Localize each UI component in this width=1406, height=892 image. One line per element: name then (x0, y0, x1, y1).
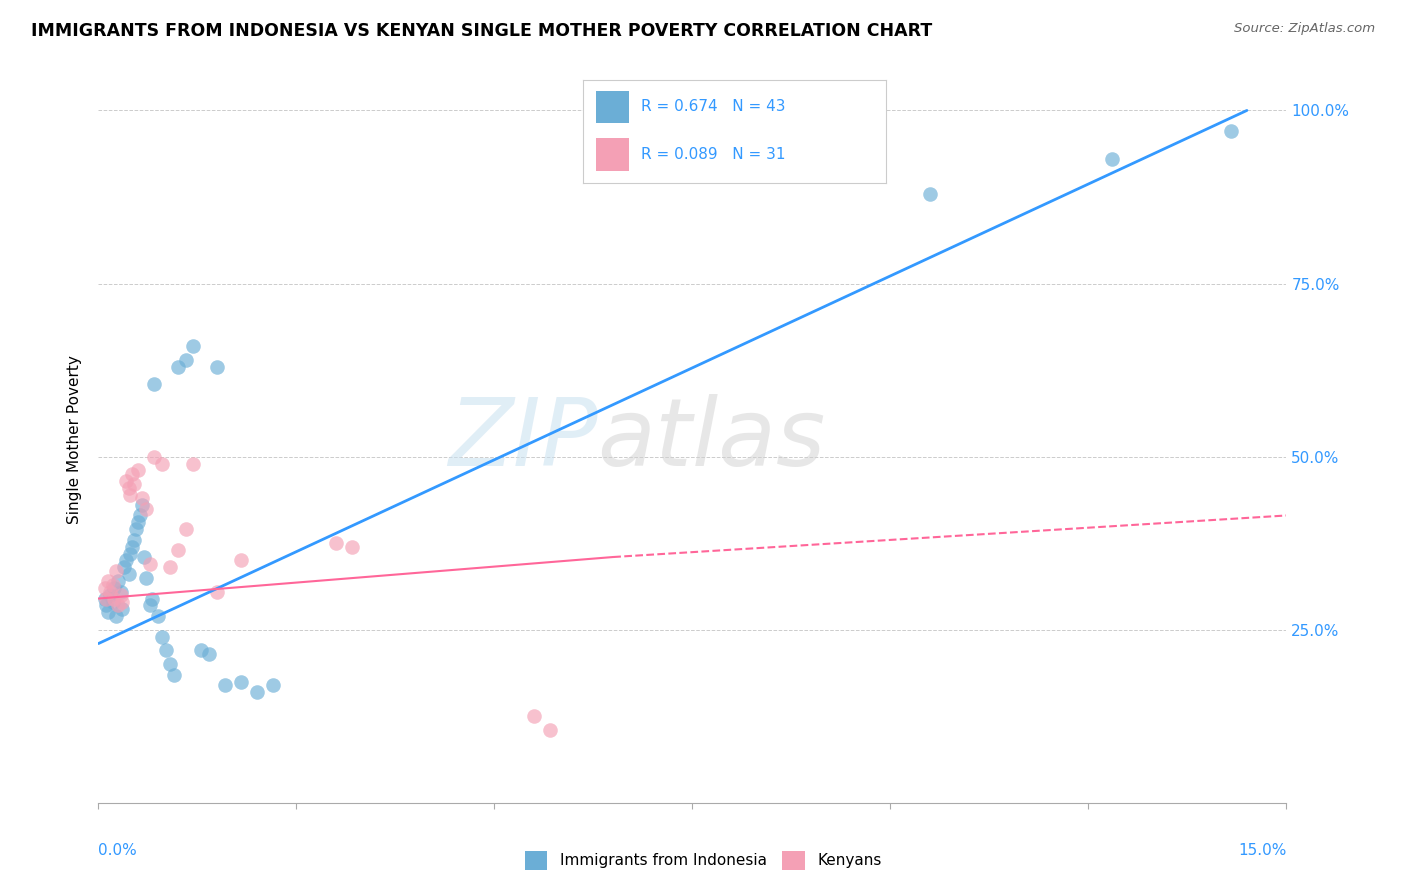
Point (120, 547, 142, 561)
Text: 0.0%: 0.0% (98, 843, 138, 858)
Point (122, 533, 145, 547)
Point (115, 474, 138, 488)
Point (128, 508, 150, 523)
Point (131, 498, 153, 512)
Text: IMMIGRANTS FROM INDONESIA VS KENYAN SINGLE MOTHER POVERTY CORRELATION CHART: IMMIGRANTS FROM INDONESIA VS KENYAN SING… (31, 22, 932, 40)
Point (198, 647, 221, 661)
Point (205, 584, 228, 599)
Point (262, 678, 284, 692)
Point (142, 376, 165, 391)
Point (229, 553, 252, 567)
Point (115, 553, 138, 567)
Point (159, 560, 181, 574)
Point (229, 674, 252, 689)
Point (94, 581, 117, 595)
Point (141, 591, 163, 606)
FancyBboxPatch shape (596, 91, 628, 123)
Text: ZIP: ZIP (447, 393, 598, 485)
Point (325, 536, 347, 550)
Point (131, 491, 153, 505)
Point (101, 578, 124, 592)
Point (538, 723, 561, 737)
Point (135, 501, 157, 516)
Text: Source: ZipAtlas.com: Source: ZipAtlas.com (1234, 22, 1375, 36)
Point (1101, 152, 1123, 166)
Point (121, 467, 143, 481)
Point (246, 685, 269, 699)
Point (174, 522, 197, 536)
Point (101, 595, 124, 609)
Point (166, 543, 188, 558)
Point (142, 450, 165, 464)
Point (174, 352, 197, 367)
Point (523, 709, 546, 723)
Point (134, 549, 156, 564)
Point (103, 591, 125, 606)
Point (340, 540, 363, 554)
Point (117, 567, 139, 582)
Point (190, 643, 212, 657)
Text: atlas: atlas (598, 393, 825, 485)
Point (104, 564, 127, 578)
Point (97, 574, 120, 589)
Point (94, 591, 117, 606)
Point (146, 608, 169, 623)
Point (214, 678, 236, 692)
Point (111, 595, 134, 609)
Point (96, 591, 118, 606)
Point (163, 667, 186, 681)
Point (159, 657, 181, 672)
Point (1220, 124, 1243, 138)
Point (150, 630, 173, 644)
Point (166, 359, 188, 374)
Y-axis label: Single Mother Poverty: Single Mother Poverty (66, 355, 82, 524)
Point (96, 599, 118, 613)
Point (110, 588, 132, 602)
Point (127, 463, 149, 477)
Point (139, 599, 162, 613)
Point (110, 584, 132, 599)
Point (155, 643, 177, 657)
Point (98, 584, 121, 599)
Point (125, 522, 148, 536)
Point (107, 599, 129, 613)
Point (98, 588, 121, 602)
Point (107, 574, 129, 589)
Point (920, 186, 942, 201)
Point (205, 359, 228, 374)
Point (112, 560, 135, 574)
Legend: Immigrants from Indonesia, Kenyans: Immigrants from Indonesia, Kenyans (517, 843, 889, 877)
Point (104, 608, 127, 623)
FancyBboxPatch shape (596, 137, 628, 170)
Point (117, 481, 139, 495)
Point (111, 602, 134, 616)
Point (103, 581, 125, 595)
Point (121, 540, 143, 554)
Text: R = 0.089   N = 31: R = 0.089 N = 31 (641, 146, 786, 161)
Point (122, 477, 145, 491)
Point (127, 516, 149, 530)
Point (135, 571, 157, 585)
Point (150, 457, 173, 471)
Point (120, 488, 142, 502)
Point (139, 557, 162, 571)
Text: R = 0.674   N = 43: R = 0.674 N = 43 (641, 99, 786, 114)
Point (183, 339, 205, 353)
Point (97, 606, 120, 620)
Text: 15.0%: 15.0% (1239, 843, 1286, 858)
Point (183, 457, 205, 471)
